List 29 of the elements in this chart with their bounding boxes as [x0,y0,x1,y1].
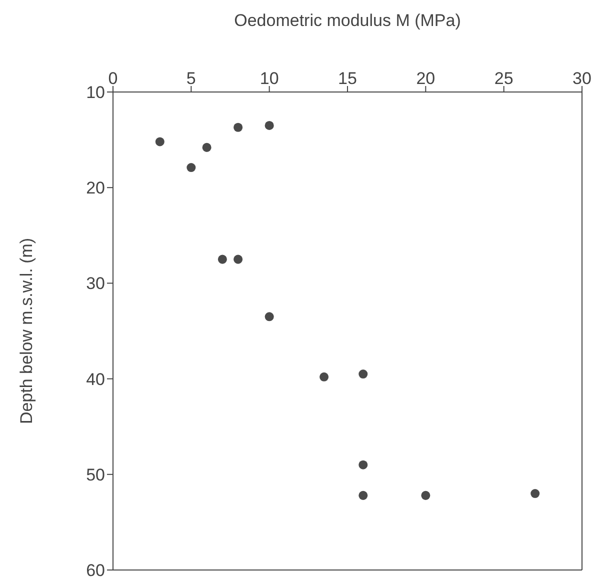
x-tick-label: 5 [186,69,196,88]
x-tick-label: 10 [260,69,279,88]
y-tick-label: 30 [86,274,105,294]
point [530,489,540,498]
point [234,122,243,132]
point [358,460,368,470]
x-tick-label: 30 [572,69,592,88]
point [358,490,368,500]
x-tick-label: 0 [108,69,118,88]
point [264,120,274,130]
point [421,490,430,500]
y-axis-title: Depth below m.s.w.l. (m) [17,238,36,424]
y-tick-label: 60 [86,561,105,580]
point [358,370,368,379]
x-axis-title: Oedometric modulus M (MPa) [234,11,461,30]
y-tick-label: 40 [86,370,105,389]
point [234,254,243,264]
y-tick-label: 10 [86,83,105,102]
point [186,163,196,172]
point [264,312,274,322]
y-tick-label: 50 [86,465,105,484]
x-tick-label: 25 [494,69,514,88]
y-tick-label: 20 [86,178,105,198]
point [202,142,212,152]
x-tick-label: 15 [338,69,357,88]
point [155,137,164,146]
x-tick-label: 20 [416,69,436,88]
point [320,372,329,382]
point [218,254,227,264]
